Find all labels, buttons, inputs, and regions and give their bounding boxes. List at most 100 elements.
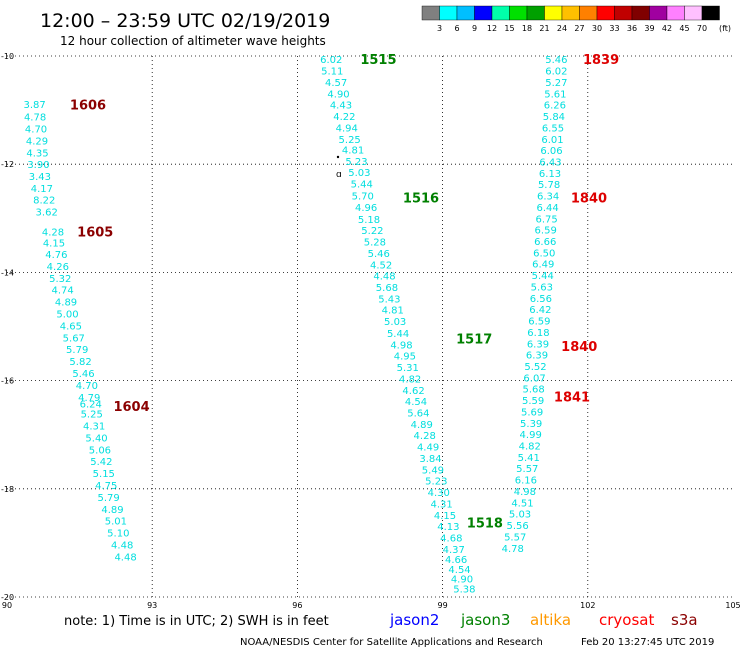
swh-label: 6.44: [536, 203, 558, 214]
swh-label: 5.22: [361, 226, 383, 237]
pass-number: 1839: [583, 53, 619, 68]
pass-number: 1606: [70, 99, 106, 114]
swh-label: 4.94: [336, 123, 358, 134]
y-tick-label: -18: [1, 485, 14, 494]
swh-label: 5.70: [352, 192, 374, 203]
swh-label: 5.82: [69, 357, 91, 368]
swh-label: 5.52: [524, 362, 546, 373]
legend-label: 21: [539, 24, 549, 33]
swh-label: 5.46: [72, 369, 94, 380]
swh-label: 6.42: [529, 305, 551, 316]
swh-label: 4.90: [327, 89, 349, 100]
swh-label: 4.35: [26, 148, 48, 159]
swh-label: 5.18: [358, 215, 380, 226]
legend-swatch: [509, 5, 528, 21]
swh-label: 4.15: [43, 239, 65, 250]
legend-swatch: [561, 5, 580, 21]
chart-title: 12:00 – 23:59 UTC 02/19/2019: [40, 10, 330, 32]
legend-label: 9: [472, 24, 477, 33]
footer-note: note: 1) Time is in UTC; 2) SWH is in fe…: [64, 614, 329, 629]
swh-label: 5.03: [384, 317, 406, 328]
swh-label: 4.51: [511, 498, 533, 509]
swh-label: 5.61: [544, 89, 566, 100]
satellite-legend: jason2 jason3 altika cryosat s3a: [389, 611, 698, 629]
swh-label: 6.43: [539, 157, 561, 168]
y-tick-label: -10: [1, 52, 14, 61]
swh-label: 4.28: [42, 227, 64, 238]
satellite-legend-jason3: jason3: [460, 611, 510, 629]
legend-swatch: [526, 5, 545, 21]
swh-label: 4.31: [83, 422, 105, 433]
swh-label: 4.89: [411, 420, 433, 431]
swh-label: 5.03: [509, 510, 531, 521]
swh-label: 5.00: [56, 310, 78, 321]
swh-label: 5.06: [89, 445, 111, 456]
chart-subtitle: 12 hour collection of altimeter wave hei…: [60, 34, 326, 48]
x-tick-label: 105: [725, 601, 740, 610]
swh-label: 4.48: [114, 552, 136, 563]
swh-label: 5.44: [532, 271, 554, 282]
swh-label: 5.28: [364, 238, 386, 249]
swh-label: 4.82: [519, 442, 541, 453]
swh-label: 4.68: [440, 533, 462, 544]
swh-label: 3.43: [29, 172, 51, 183]
swh-label: 5.10: [107, 529, 129, 540]
swh-label: 5.42: [90, 457, 112, 468]
legend-swatch: [544, 5, 563, 21]
y-tick-label: -14: [1, 268, 14, 277]
x-tick-label: 99: [438, 601, 448, 610]
x-tick-label: 90: [2, 601, 12, 610]
swh-label: 5.43: [378, 294, 400, 305]
legend-label: 3: [437, 24, 442, 33]
swh-label: 4.96: [355, 203, 377, 214]
legend-unit: (ft): [719, 24, 731, 33]
swh-label: 5.23: [345, 157, 367, 168]
pass-number: 1841: [554, 390, 590, 405]
swh-label: 6.55: [542, 123, 564, 134]
swh-label: 5.38: [453, 584, 475, 595]
legend-swatch: [649, 5, 668, 21]
swh-label: 4.76: [45, 250, 67, 261]
swh-label: 5.78: [538, 180, 560, 191]
legend-swatch: [579, 5, 598, 21]
pass-number: 1604: [113, 400, 149, 415]
swh-label: 5.03: [348, 168, 370, 179]
swh-label: 4.82: [399, 374, 421, 385]
legend-label: 6: [454, 24, 459, 33]
legend-swatch: [421, 5, 440, 21]
swh-label: 5.41: [518, 453, 540, 464]
swh-label: 6.49: [532, 260, 554, 271]
legend-swatch: [439, 5, 458, 21]
swh-label: 5.49: [422, 465, 444, 476]
swh-label: 5.79: [98, 493, 120, 504]
swh-label: 4.66: [445, 555, 467, 566]
legend-label: 45: [679, 24, 689, 33]
legend-swatch: [701, 5, 720, 21]
legend-label: 39: [644, 24, 654, 33]
swh-label: 6.50: [533, 248, 555, 259]
swh-label: 4.98: [390, 340, 412, 351]
swh-label: 4.89: [101, 505, 123, 516]
pass-number: 1605: [77, 225, 113, 240]
swh-label: 5.44: [387, 329, 409, 340]
x-tick-label: 93: [147, 601, 157, 610]
swh-label: 4.99: [520, 430, 542, 441]
legend-label: 18: [522, 24, 532, 33]
swh-label: 5.68: [376, 283, 398, 294]
swh-label: 4.74: [52, 286, 74, 297]
swh-label: 4.75: [95, 481, 117, 492]
y-tick-label: -20: [1, 593, 14, 602]
swh-label: 6.75: [536, 214, 558, 225]
swh-label: 5.68: [522, 385, 544, 396]
swh-label: 5.67: [63, 333, 85, 344]
pass-number: 1840: [561, 340, 597, 355]
swh-label: 6.07: [523, 373, 545, 384]
swh-label: 4.29: [26, 136, 48, 147]
swh-label: 4.26: [47, 262, 69, 273]
swh-label: 3.87: [23, 100, 45, 111]
legend-label: 70: [697, 24, 707, 33]
swh-label: 4.22: [333, 112, 355, 123]
legend-label: 30: [592, 24, 602, 33]
swh-label: 5.64: [407, 409, 429, 420]
swh-label: 4.78: [24, 113, 46, 124]
